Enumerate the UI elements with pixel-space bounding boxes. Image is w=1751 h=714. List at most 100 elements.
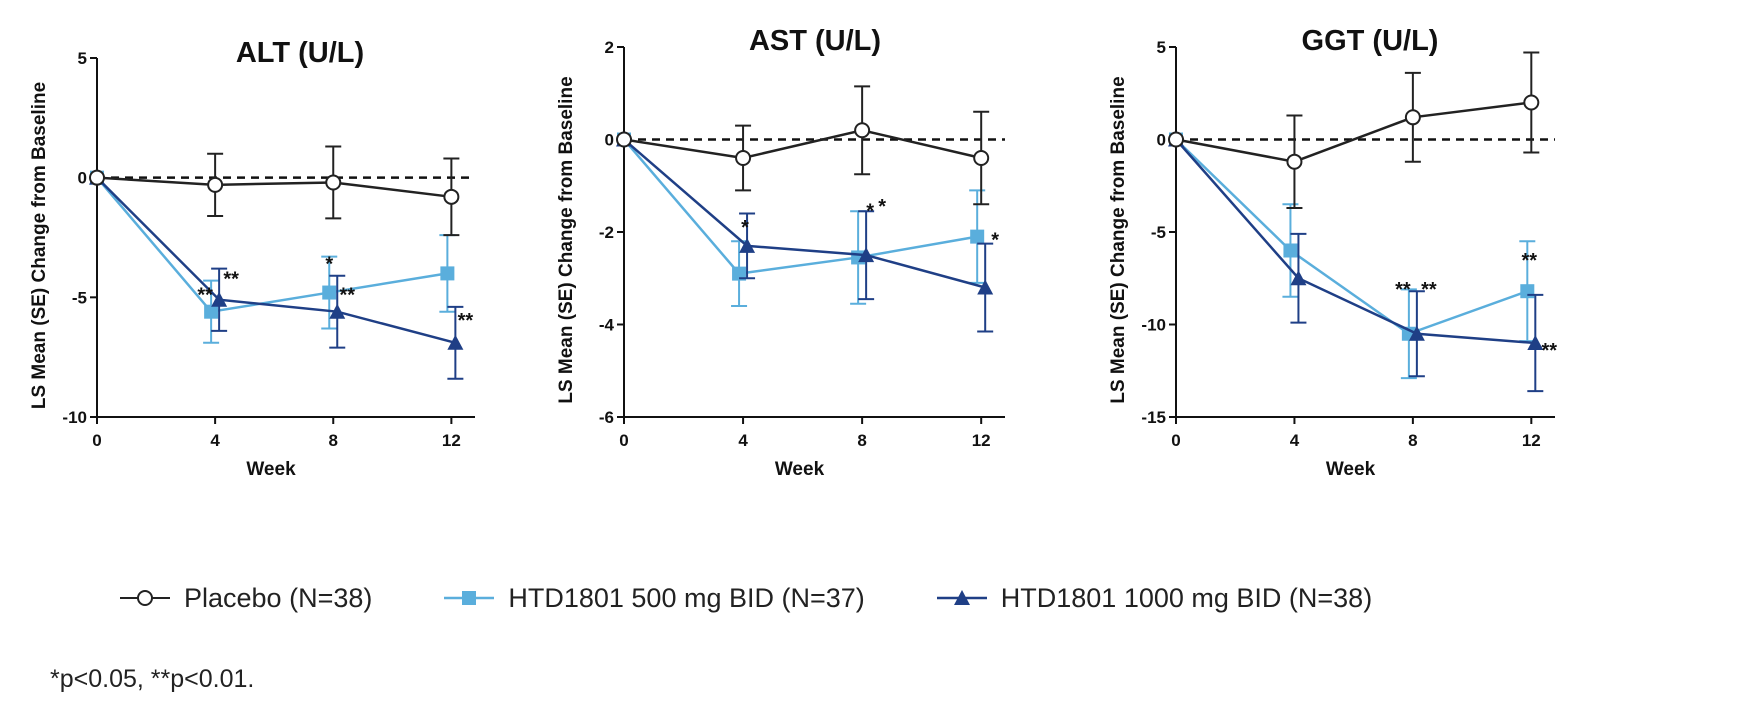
significance-marker: ** (1522, 250, 1538, 272)
significance-marker: ** (223, 269, 239, 291)
point-triangle (739, 237, 756, 253)
point-triangle (977, 279, 994, 295)
point-square (1520, 284, 1535, 299)
chart-title: GGT (U/L) (1302, 25, 1439, 57)
point-open-circle (973, 150, 990, 166)
y-tick-label: 5 (1157, 38, 1166, 57)
y-tick-label: 0 (78, 169, 87, 188)
x-tick-label: 12 (1522, 431, 1541, 450)
x-tick-label: 8 (857, 431, 866, 450)
significance-marker: * (866, 200, 874, 222)
legend: Placebo (N=38) HTD1801 500 mg BID (N=37)… (120, 578, 1444, 618)
point-open-circle (1404, 109, 1421, 126)
significance-marker: ** (458, 310, 474, 332)
x-tick-label: 8 (329, 431, 338, 450)
legend-label-htd1801-500: HTD1801 500 mg BID (N=37) (508, 582, 865, 613)
point-open-circle (616, 131, 632, 148)
x-tick-label: 0 (92, 431, 101, 450)
y-tick-label: -2 (599, 223, 614, 242)
x-axis-label: Week (775, 459, 825, 480)
point-open-circle (1523, 94, 1540, 111)
significance-marker: ** (1421, 279, 1437, 301)
y-tick-label: -4 (599, 316, 615, 335)
legend-marker-triangle (936, 590, 987, 605)
y-tick-label: -15 (1141, 408, 1166, 427)
point-open-circle (735, 150, 752, 166)
legend-item-htd1801-1000: HTD1801 1000 mg BID (N=38) (936, 582, 1373, 614)
series-line (1175, 138, 1536, 345)
point-square (970, 229, 985, 244)
x-tick-label: 0 (619, 431, 628, 450)
point-triangle (1527, 335, 1544, 350)
x-axis-label: Week (246, 459, 296, 480)
point-open-circle (1168, 131, 1184, 148)
chart-title: AST (U/L) (749, 25, 881, 57)
y-tick-label: -10 (1141, 316, 1166, 335)
x-axis-label: Week (1326, 459, 1376, 480)
point-open-circle (89, 169, 105, 186)
significance-marker: ** (197, 285, 213, 307)
point-square (440, 266, 455, 281)
series-line (1175, 138, 1528, 336)
x-tick-label: 8 (1408, 431, 1417, 450)
point-square (204, 304, 219, 319)
y-tick-label: -10 (62, 408, 87, 427)
chart-panel-1: ALT (U/L) -10 -5 0 5 0 4 8 12 Week LS Mean (SE) Ch… (29, 37, 475, 480)
series-line (623, 128, 982, 160)
chart-panel-3: GGT (U/L) -15 -10 -5 0 5 0 4 8 12 Week LS Mean (SE)… (1108, 25, 1557, 480)
y-axis-label: LS Mean (SE) Change from Baseline (1108, 76, 1129, 403)
y-tick-label: 0 (605, 131, 614, 150)
significance-marker: * (878, 196, 886, 218)
y-tick-label: 0 (1157, 131, 1166, 150)
x-tick-label: 4 (738, 431, 748, 450)
point-triangle (1408, 325, 1425, 341)
significance-marker: ** (1395, 279, 1411, 301)
x-tick-label: 12 (442, 431, 461, 450)
legend-marker-open-circle (120, 590, 170, 606)
point-square (732, 266, 747, 281)
y-tick-label: 2 (605, 38, 614, 57)
chart-panel-2: AST (U/L) -6 -4 -2 0 2 0 4 8 12 Week LS Mean (SE) C… (556, 25, 1005, 480)
significance-marker: * (741, 217, 749, 239)
legend-item-htd1801-500: HTD1801 500 mg BID (N=37) (444, 582, 865, 614)
point-square (322, 285, 337, 300)
legend-item-placebo: Placebo (N=38) (120, 583, 372, 614)
point-triangle (329, 303, 346, 319)
x-tick-label: 12 (972, 431, 991, 450)
legend-label-placebo: Placebo (N=38) (184, 582, 373, 613)
point-open-circle (325, 174, 342, 191)
legend-label-htd1801-1000: HTD1801 1000 mg BID (N=38) (1000, 582, 1373, 613)
series-line (96, 176, 448, 314)
y-axis-label: LS Mean (SE) Change from Baseline (29, 82, 50, 409)
x-tick-label: 4 (210, 431, 220, 450)
series-line (96, 176, 456, 345)
series-line (96, 176, 452, 199)
significance-marker: ** (339, 285, 355, 307)
y-tick-label: -5 (72, 288, 87, 307)
footnote: *p<0.05, **p<0.01. (50, 665, 255, 693)
significance-marker: ** (1542, 340, 1558, 362)
x-tick-label: 4 (1290, 431, 1300, 450)
y-axis-label: LS Mean (SE) Change from Baseline (556, 76, 577, 403)
point-triangle (858, 247, 875, 263)
point-open-circle (443, 188, 460, 205)
point-square (1283, 243, 1298, 258)
series-line (623, 138, 986, 289)
series-line (623, 138, 978, 275)
y-tick-label: 5 (78, 49, 87, 68)
chart-title: ALT (U/L) (236, 37, 364, 69)
significance-marker: * (991, 230, 999, 252)
point-triangle (1290, 270, 1307, 286)
x-tick-label: 0 (1171, 431, 1180, 450)
series-line (1175, 101, 1532, 163)
legend-marker-square (444, 591, 495, 605)
point-open-circle (1286, 153, 1303, 170)
point-triangle (211, 291, 228, 307)
point-open-circle (854, 122, 871, 139)
y-tick-label: -5 (1151, 223, 1166, 242)
y-tick-label: -6 (599, 408, 614, 427)
point-open-circle (207, 176, 224, 193)
point-triangle (447, 334, 464, 350)
significance-marker: * (325, 254, 333, 276)
